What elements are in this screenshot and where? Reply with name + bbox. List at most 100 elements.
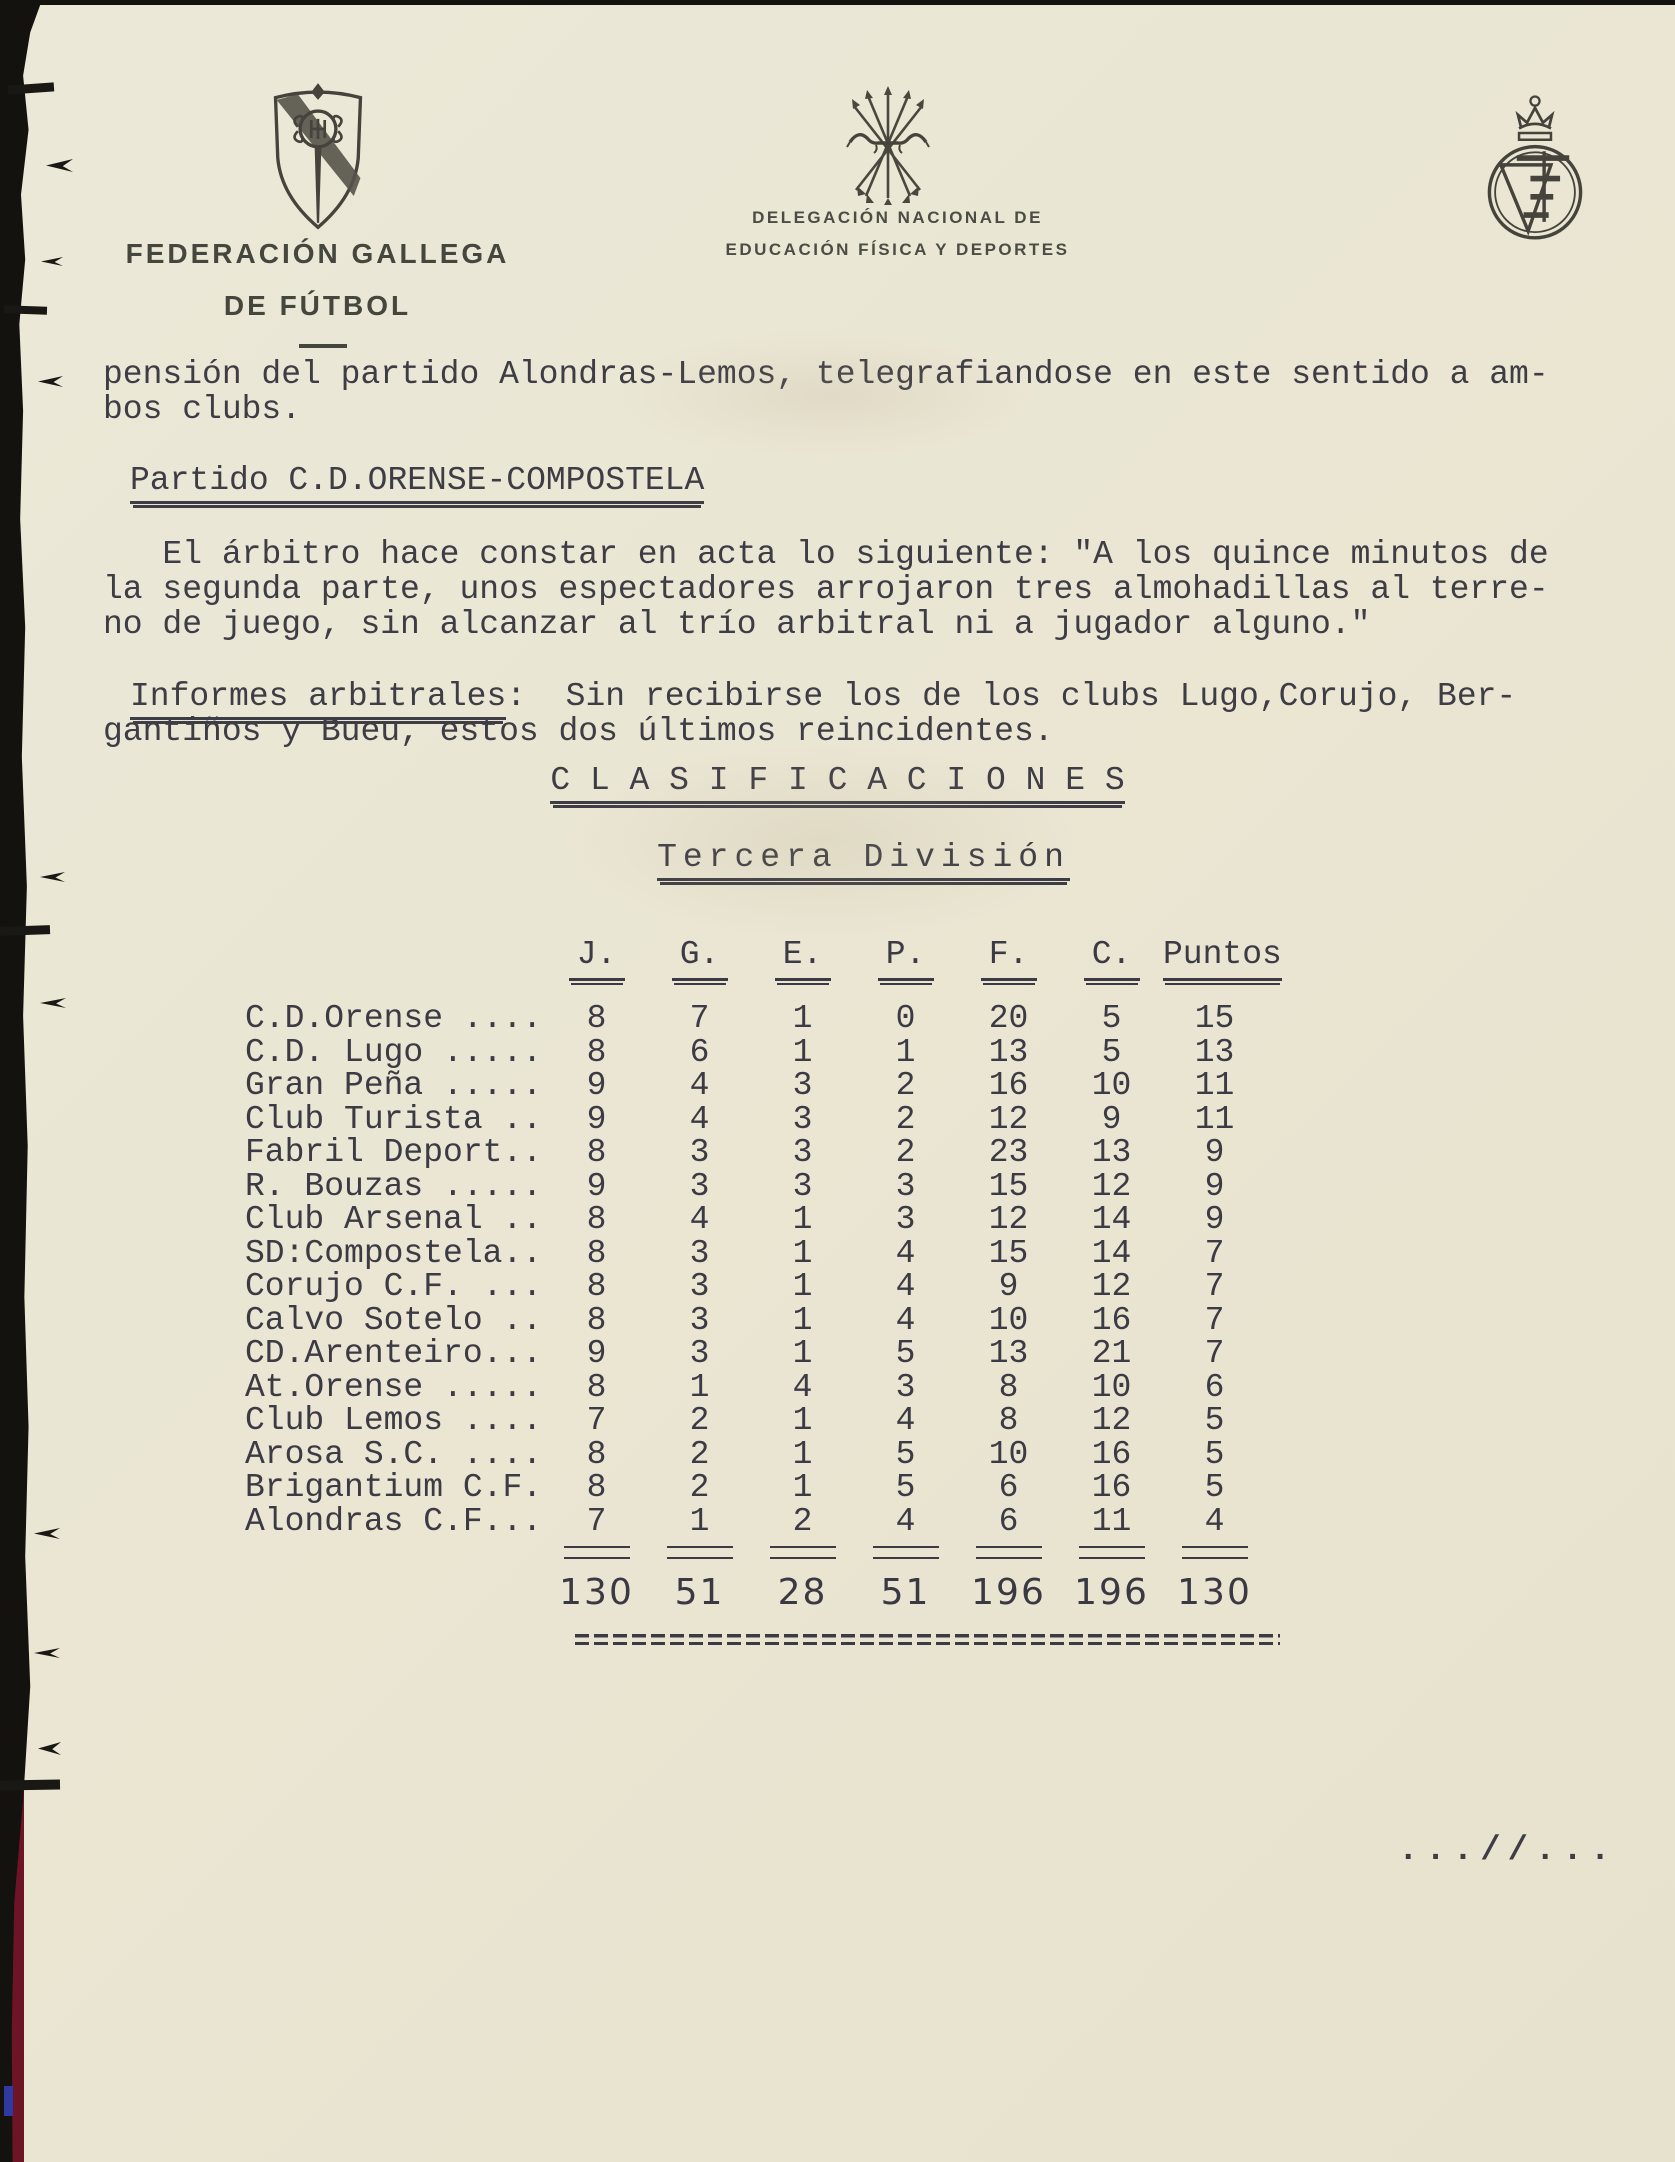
cell-f: 15 (988, 1167, 1029, 1205)
cell-g: 2 (689, 1402, 710, 1439)
col-header-g: G. (648, 936, 751, 986)
referee-paragraph: El árbitro hace constar en acta lo sigui… (103, 536, 1549, 643)
cell-p: 5 (895, 1335, 916, 1372)
cell-j: 8 (586, 1268, 607, 1305)
table-row: Club Lemos .... 7 2 1 4 8 12 5 (245, 1404, 1275, 1438)
cell-g: 7 (689, 1000, 710, 1037)
col-header-e: E. (751, 936, 854, 986)
table-row: Fabril Deport.. 8 3 3 2 23 13 9 (245, 1136, 1275, 1170)
binding-mark (0, 1779, 61, 1791)
classifications-title-line: C L A S I F I C A C I O N E S (0, 763, 1675, 808)
cell-e: 1 (792, 1469, 813, 1506)
cell-c: 12 (1091, 1268, 1132, 1305)
cell-p: 4 (895, 1301, 916, 1339)
cell-j: 8 (586, 1301, 607, 1339)
cell-puntos: 13 (1194, 1033, 1235, 1071)
table-row: C.D. Lugo ..... 8 6 1 1 13 5 13 (245, 1033, 1275, 1071)
page-continuation-mark: ...//... (1398, 1832, 1618, 1870)
cell-c: 13 (1091, 1134, 1132, 1171)
match-section-heading: Partido C.D.ORENSE-COMPOSTELA (130, 463, 705, 508)
cell-club: Calvo Sotelo .. (245, 1301, 543, 1339)
cell-f: 15 (988, 1234, 1029, 1272)
cell-j: 9 (586, 1335, 607, 1372)
cell-e: 1 (792, 1201, 813, 1238)
cell-g: 4 (689, 1067, 710, 1104)
cell-club: CD.Arenteiro... (245, 1335, 543, 1372)
cell-p: 0 (895, 1000, 916, 1037)
binding-mark (40, 872, 65, 882)
cell-e: 1 (792, 1435, 813, 1473)
cell-f: 13 (988, 1033, 1029, 1071)
table-row: CD.Arenteiro... 9 3 1 5 13 21 7 (245, 1337, 1275, 1371)
binding-mark (34, 1528, 60, 1539)
cell-g: 2 (689, 1469, 710, 1506)
cell-j: 8 (586, 1435, 607, 1473)
cell-j: 8 (586, 1134, 607, 1171)
cell-puntos: 7 (1204, 1301, 1225, 1339)
cell-club: SD:Compostela.. (245, 1234, 543, 1272)
cell-e: 1 (792, 1301, 813, 1339)
cell-j: 9 (586, 1167, 607, 1205)
cell-c: 14 (1091, 1201, 1132, 1238)
cell-j: 8 (586, 1033, 607, 1071)
column-underline (751, 1546, 854, 1559)
cell-f: 8 (998, 1368, 1019, 1406)
cell-g: 3 (689, 1301, 710, 1339)
reports-heading-text: Informes arbitrales (130, 679, 507, 724)
cell-puntos: 11 (1194, 1067, 1235, 1104)
yoke-and-arrows-emblem-icon (846, 86, 930, 205)
federacion-gallega-shield-icon (273, 83, 363, 230)
cell-f: 8 (998, 1402, 1019, 1439)
cell-e: 4 (792, 1368, 813, 1406)
table-row: Brigantium C.F. 8 2 1 5 6 16 5 (245, 1471, 1275, 1505)
org-name-line1: FEDERACIÓN GALLEGA (125, 238, 510, 269)
cell-f: 9 (998, 1268, 1019, 1305)
paper-stain (620, 330, 1040, 460)
scan-speck (4, 2086, 13, 2116)
cell-f: 16 (988, 1067, 1029, 1104)
delegation-line2: EDUCACIÓN FÍSICA Y DEPORTES (725, 240, 1070, 259)
cell-club: Arosa S.C. .... (245, 1435, 543, 1473)
table-row: Calvo Sotelo .. 8 3 1 4 10 16 7 (245, 1301, 1275, 1339)
cell-puntos: 11 (1194, 1100, 1235, 1138)
cell-p: 2 (895, 1067, 916, 1104)
cell-puntos: 9 (1204, 1201, 1225, 1238)
crowned-federation-crest-icon (1487, 95, 1583, 240)
cell-c: 21 (1091, 1335, 1132, 1372)
cell-c: 11 (1091, 1502, 1132, 1540)
total-puntos: 130 (1177, 1572, 1252, 1613)
match-heading-text: Partido C.D.ORENSE-COMPOSTELA (130, 463, 705, 508)
table-row: Club Turista .. 9 4 3 2 12 9 11 (245, 1100, 1275, 1138)
column-underline (957, 1546, 1060, 1559)
cell-e: 3 (792, 1167, 813, 1205)
cell-club: At.Orense ..... (245, 1368, 543, 1406)
cell-j: 9 (586, 1100, 607, 1138)
cell-p: 4 (895, 1402, 916, 1439)
cell-club: Club Arsenal .. (245, 1201, 543, 1238)
cell-j: 8 (586, 1469, 607, 1506)
binding-mark (7, 82, 55, 95)
standings-rows: C.D.Orense .... 8 7 1 0 20 5 15 C.D. Lug… (245, 1002, 1275, 1538)
cell-j: 9 (586, 1067, 607, 1104)
cell-c: 9 (1101, 1100, 1122, 1138)
cell-club: Club Lemos .... (245, 1402, 543, 1439)
cell-p: 2 (895, 1100, 916, 1138)
cell-j: 8 (586, 1368, 607, 1406)
table-row: SD:Compostela.. 8 3 1 4 15 14 7 (245, 1234, 1275, 1272)
cell-puntos: 7 (1204, 1335, 1225, 1372)
cell-e: 1 (792, 1033, 813, 1071)
total-g: 51 (674, 1572, 725, 1613)
cell-e: 1 (792, 1335, 813, 1372)
cell-f: 6 (998, 1469, 1019, 1506)
table-row: Club Arsenal .. 8 4 1 3 12 14 9 (245, 1203, 1275, 1237)
cell-puntos: 9 (1204, 1134, 1225, 1171)
cell-p: 5 (895, 1469, 916, 1506)
cell-f: 12 (988, 1201, 1029, 1238)
cell-g: 2 (689, 1435, 710, 1473)
cell-e: 1 (792, 1234, 813, 1272)
scan-top-edge (0, 0, 1675, 5)
delegation-line1: DELEGACIÓN NACIONAL DE (752, 208, 1043, 227)
division-title: Tercera División (657, 840, 1070, 885)
totals-spacer (245, 1572, 545, 1613)
cell-c: 12 (1091, 1167, 1132, 1205)
